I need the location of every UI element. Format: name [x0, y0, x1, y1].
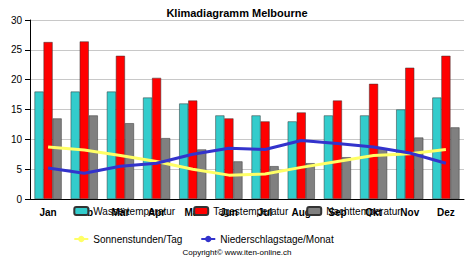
svg-text:0: 0 — [16, 194, 22, 205]
svg-text:Copyright© www.iten-online.ch: Copyright© www.iten-online.ch — [182, 248, 291, 257]
svg-text:Nov: Nov — [400, 207, 419, 218]
svg-text:Aug: Aug — [291, 206, 311, 218]
svg-text:Niederschlagstage/Monat: Niederschlagstage/Monat — [220, 234, 334, 245]
svg-text:20: 20 — [11, 74, 23, 85]
svg-text:30: 30 — [11, 15, 23, 26]
svg-text:Tagestemperatur: Tagestemperatur — [213, 206, 289, 217]
svg-text:Sonnenstunden/Tag: Sonnenstunden/Tag — [93, 234, 182, 245]
svg-text:25: 25 — [11, 44, 23, 55]
svg-text:Mai: Mai — [184, 206, 202, 218]
svg-text:15: 15 — [11, 104, 23, 115]
svg-text:Dez: Dez — [437, 207, 455, 218]
svg-text:5: 5 — [16, 164, 22, 175]
svg-text:Jan: Jan — [39, 207, 56, 218]
svg-text:10: 10 — [11, 134, 23, 145]
svg-text:Nachttemperatur: Nachttemperatur — [326, 206, 401, 217]
svg-text:Wassertemperatur: Wassertemperatur — [93, 206, 176, 217]
svg-text:Klimadiagramm Melbourne: Klimadiagramm Melbourne — [166, 7, 307, 19]
